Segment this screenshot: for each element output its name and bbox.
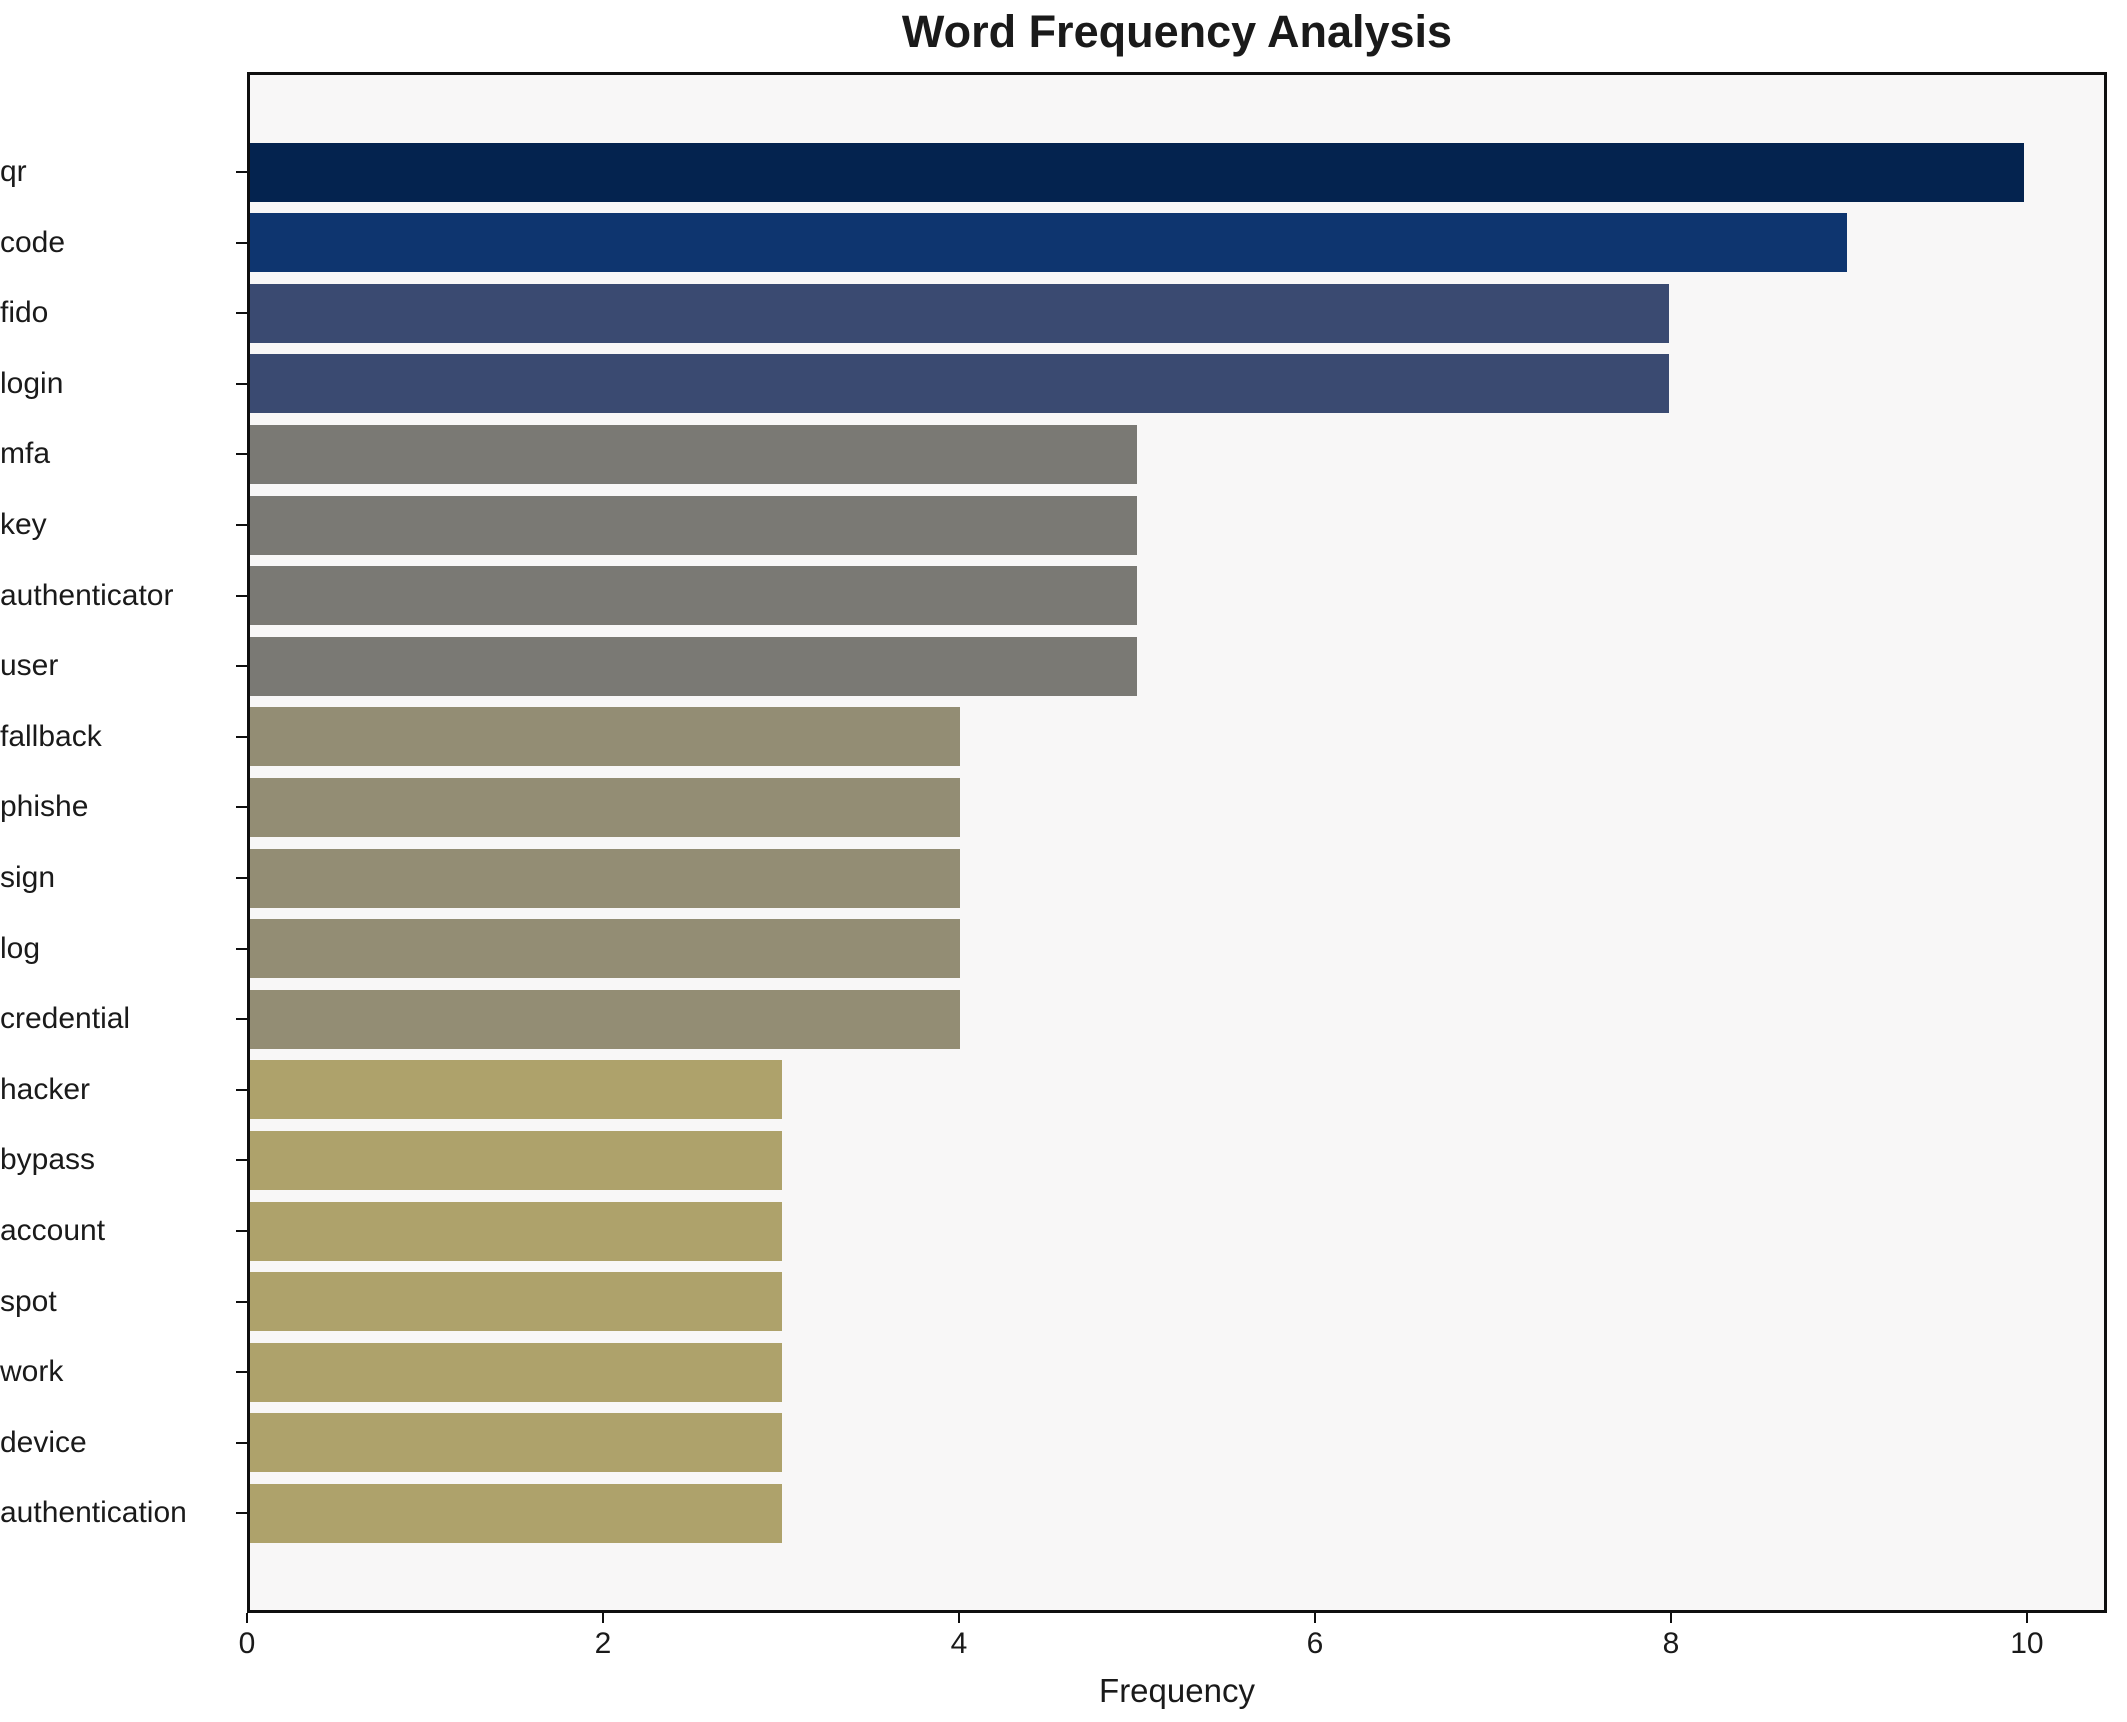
chart-title: Word Frequency Analysis	[901, 6, 1453, 57]
y-tick-label: qr	[0, 155, 27, 188]
x-tick-mark	[2025, 1613, 2028, 1623]
bar	[250, 636, 1138, 696]
bar	[250, 283, 1670, 343]
y-tick-label: key	[0, 508, 47, 541]
y-tick-mark	[236, 735, 247, 738]
y-tick-label: work	[0, 1355, 64, 1389]
bar	[250, 707, 960, 767]
y-tick-mark	[236, 453, 247, 456]
bar	[250, 989, 960, 1049]
bar	[250, 919, 960, 979]
y-tick-mark	[236, 1441, 247, 1444]
y-tick-label: phishe	[0, 790, 89, 824]
bar	[250, 1060, 783, 1120]
bar	[250, 424, 1138, 484]
bar	[250, 566, 1138, 626]
y-tick-label: bypass	[0, 1143, 96, 1177]
y-tick-label: fallback	[0, 719, 102, 753]
y-tick-mark	[236, 1159, 247, 1162]
x-tick-label: 2	[594, 1627, 612, 1660]
y-tick-mark	[236, 382, 247, 385]
x-tick-mark	[957, 1613, 960, 1623]
y-tick-mark	[236, 1088, 247, 1091]
x-tick-label: 10	[2010, 1627, 2044, 1660]
y-tick-mark	[236, 1300, 247, 1303]
y-tick-mark	[236, 1230, 247, 1232]
y-tick-label: hacker	[0, 1072, 91, 1106]
y-tick-mark	[236, 877, 247, 879]
y-tick-mark	[236, 947, 247, 950]
y-tick-mark	[236, 524, 247, 526]
x-tick-mark	[601, 1613, 604, 1623]
bar	[250, 142, 2025, 202]
bar	[250, 1483, 783, 1543]
bar	[250, 848, 960, 908]
y-tick-mark	[236, 1018, 247, 1021]
y-tick-label: account	[0, 1214, 106, 1247]
y-tick-label: mfa	[0, 437, 51, 471]
bar	[250, 213, 1847, 273]
y-tick-mark	[236, 241, 247, 244]
y-tick-mark	[236, 1371, 247, 1374]
y-tick-label: fido	[0, 296, 49, 330]
x-tick-mark	[246, 1613, 248, 1623]
bar	[250, 1272, 783, 1332]
y-tick-label: device	[0, 1425, 87, 1459]
y-tick-label: authentication	[0, 1496, 187, 1530]
bar	[250, 777, 960, 837]
y-tick-label: authenticator	[0, 578, 174, 612]
y-tick-mark	[236, 171, 247, 173]
y-tick-label: spot	[0, 1284, 57, 1318]
y-tick-mark	[236, 806, 247, 809]
y-tick-mark	[236, 665, 247, 668]
y-tick-label: user	[0, 649, 59, 683]
y-tick-mark	[236, 594, 247, 597]
y-tick-label: login	[0, 366, 64, 400]
bar	[250, 1130, 783, 1190]
x-tick-label: 6	[1306, 1627, 1324, 1660]
bar	[250, 495, 1138, 555]
y-tick-mark	[236, 1512, 247, 1515]
bar	[250, 1342, 783, 1402]
x-tick-mark	[1313, 1613, 1316, 1623]
x-tick-mark	[1669, 1613, 1672, 1623]
y-tick-label: sign	[0, 861, 56, 894]
bar	[250, 354, 1670, 414]
y-tick-label: code	[0, 225, 66, 259]
x-axis-title: Frequency	[1099, 1672, 1255, 1709]
y-tick-label: log	[0, 931, 41, 965]
x-tick-label: 4	[950, 1627, 968, 1660]
bar	[250, 1201, 783, 1261]
plot-area	[247, 72, 2107, 1613]
bar	[250, 1413, 783, 1473]
y-tick-label: credential	[0, 1002, 131, 1036]
x-tick-label: 8	[1662, 1627, 1680, 1660]
y-tick-mark	[236, 312, 247, 315]
x-tick-label: 0	[238, 1627, 256, 1660]
